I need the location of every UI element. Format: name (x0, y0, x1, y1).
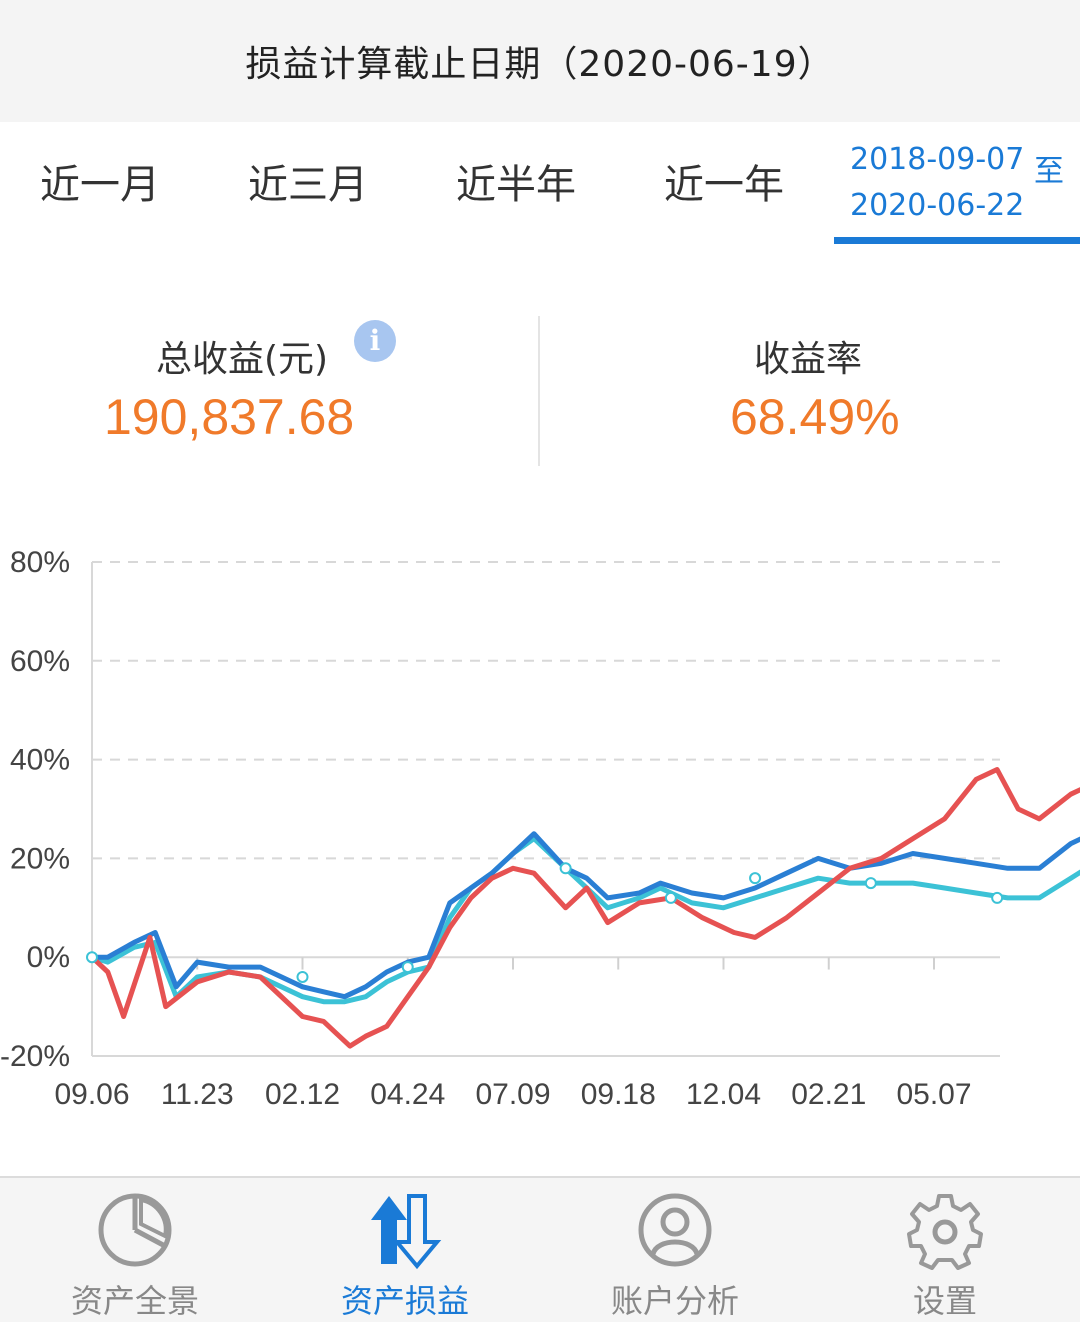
series-line (92, 831, 1080, 1000)
range-to-label: 至 (1034, 154, 1064, 189)
tab-one-year[interactable]: 近一年 (664, 162, 784, 208)
return-rate-value: 68.49% (730, 389, 900, 445)
page-title: 损益计算截止日期（2020-06-19） (245, 44, 835, 85)
y-tick-label: 20% (10, 842, 70, 875)
profit-summary: 总收益(元) i 190,837.68 收益率 68.49% (0, 300, 1080, 480)
nav-label-asset-profit: 资产损益 (340, 1282, 469, 1320)
nav-label-settings: 设置 (912, 1282, 977, 1320)
x-tick-label: 09.06 (54, 1078, 129, 1111)
data-point (296, 970, 309, 983)
gear-icon (907, 1194, 983, 1270)
series-line (90, 767, 1080, 1049)
data-point (749, 872, 762, 885)
total-profit-label: 总收益(元) (156, 339, 329, 380)
x-tick-label: 09.18 (581, 1078, 656, 1111)
nav-asset-profit[interactable]: 资产损益 (270, 1178, 540, 1322)
pie-chart-icon (98, 1193, 172, 1267)
y-tick-label: -20% (0, 1040, 70, 1073)
tab-custom-range[interactable]: 2018-09-07 至 2020-06-22 (834, 122, 1080, 248)
x-tick-label: 12.04 (686, 1078, 761, 1111)
y-tick-label: 80% (10, 546, 70, 579)
user-circle-icon (638, 1193, 712, 1267)
tab-three-months[interactable]: 近三月 (248, 162, 368, 208)
range-start-date: 2018-09-07 (850, 142, 1025, 177)
nav-account-analysis[interactable]: 账户分析 (540, 1178, 810, 1322)
x-tick-label: 11.23 (161, 1078, 234, 1111)
up-down-arrows-icon (371, 1194, 442, 1270)
tab-half-year[interactable]: 近半年 (456, 162, 576, 208)
range-end-date: 2020-06-22 (850, 188, 1025, 223)
total-profit-value: 190,837.68 (104, 389, 355, 445)
data-point (401, 961, 414, 974)
y-tick-label: 40% (10, 744, 70, 777)
data-point (86, 951, 98, 964)
data-point (664, 891, 677, 904)
y-tick-label: 60% (10, 645, 70, 678)
x-tick-label: 02.21 (791, 1078, 866, 1111)
y-tick-label: 0% (27, 941, 70, 974)
top-bar: 损益计算截止日期（2020-06-19） (0, 0, 1080, 122)
x-tick-label: 07.09 (475, 1078, 550, 1111)
x-tick-label: 04.24 (370, 1078, 445, 1111)
return-rate-label: 收益率 (754, 339, 863, 380)
stats-divider (538, 316, 540, 466)
nav-asset-overview[interactable]: 资产全景 (0, 1178, 270, 1322)
data-point (864, 877, 877, 890)
active-tab-indicator (834, 237, 1080, 244)
nav-label-asset-overview: 资产全景 (70, 1282, 199, 1320)
nav-settings[interactable]: 设置 (810, 1178, 1080, 1322)
x-tick-label: 02.12 (265, 1078, 340, 1111)
data-point (559, 862, 572, 875)
profit-line-chart: 80% 60% 40% 20% 0% -20% 09.06 11.23 02.12 04.24 07… (0, 546, 1080, 1111)
data-point (991, 891, 1004, 904)
info-icon[interactable]: i (354, 320, 396, 362)
series-line (91, 836, 1080, 1005)
x-tick-label: 05.07 (896, 1078, 971, 1111)
tab-one-month[interactable]: 近一月 (40, 162, 160, 208)
bottom-navigation: 资产全景 资产损益 账户分析 设置 (0, 1176, 1080, 1322)
nav-label-account-analysis: 账户分析 (610, 1282, 739, 1320)
period-tabs: 近一月 近三月 近半年 近一年 2018-09-07 至 2020-06-22 (0, 122, 1080, 248)
